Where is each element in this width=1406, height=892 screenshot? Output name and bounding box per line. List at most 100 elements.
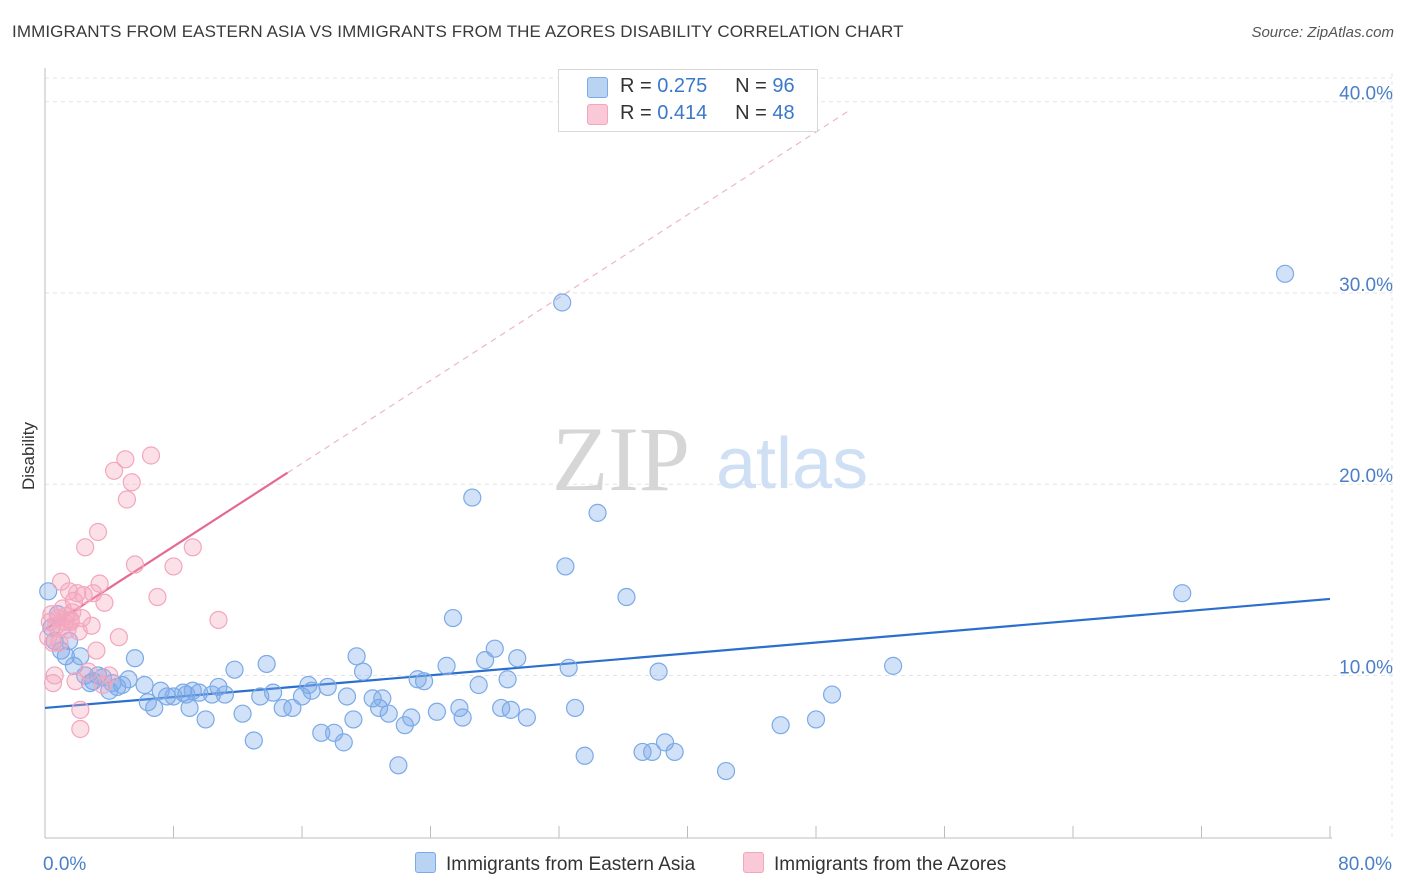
point-eastern-asia (292, 687, 312, 706)
legend-r-label: R = (620, 75, 652, 97)
point-eastern-asia (325, 723, 344, 742)
point-eastern-asia (633, 742, 652, 762)
point-eastern-asia (370, 698, 389, 718)
point-azores (45, 666, 64, 685)
point-eastern-asia (215, 685, 234, 704)
point-eastern-asia (84, 672, 103, 691)
point-eastern-asia (299, 675, 318, 695)
point-azores (50, 633, 69, 653)
point-eastern-asia (485, 639, 504, 658)
point-eastern-asia (498, 670, 517, 689)
point-azores (95, 593, 114, 612)
point-azores (71, 700, 90, 719)
point-azores (43, 673, 63, 693)
point-eastern-asia (71, 647, 90, 666)
point-eastern-asia (408, 670, 427, 689)
point-azores (68, 584, 87, 603)
point-azores (148, 587, 167, 607)
point-azores (125, 555, 145, 574)
bottom-legend-swatch-pink (743, 852, 764, 873)
point-eastern-asia (822, 685, 842, 704)
point-eastern-asia (617, 587, 636, 607)
y-tick-labels: 10.0% 20.0% 30.0% 40.0% (1339, 84, 1393, 679)
point-azores (79, 662, 98, 681)
point-azores (116, 450, 135, 469)
point-eastern-asia (389, 756, 408, 775)
point-eastern-asia (225, 660, 244, 679)
point-eastern-asia (414, 672, 434, 691)
point-azores (51, 618, 71, 637)
point-eastern-asia (665, 742, 684, 762)
y-tick-label: 20.0% (1339, 466, 1393, 487)
point-eastern-asia (353, 662, 373, 681)
point-eastern-asia (273, 698, 292, 718)
point-azores (183, 538, 202, 557)
point-eastern-asia (1275, 264, 1295, 283)
point-azores (66, 672, 85, 691)
legend-swatch-blue (587, 77, 608, 98)
point-eastern-asia (196, 710, 215, 729)
point-eastern-asia (363, 689, 382, 708)
point-eastern-asia (716, 761, 736, 781)
legend-r-value: 0.414 (657, 102, 708, 124)
legend-n-value: 48 (772, 102, 795, 124)
y-tick-label: 30.0% (1339, 275, 1393, 296)
point-eastern-asia (883, 656, 903, 675)
point-eastern-asia (556, 557, 575, 576)
point-azores (90, 574, 109, 593)
legend-r-label: R = (620, 102, 652, 124)
point-eastern-asia (655, 733, 675, 752)
trend-line-eastern-asia (44, 597, 1331, 710)
point-eastern-asia (312, 723, 331, 742)
point-azores (141, 446, 161, 465)
point-eastern-asia (402, 708, 421, 727)
point-eastern-asia (318, 677, 337, 697)
point-eastern-asia (588, 503, 607, 522)
x-tick-label: 80.0% (1338, 854, 1392, 875)
point-eastern-asia (379, 704, 398, 723)
point-eastern-asia (145, 698, 164, 718)
stats-legend: R = 0.275 N = 96 R = 0.414 N = 48 (558, 69, 818, 132)
source-label: Source: ZipAtlas.com (1251, 24, 1394, 41)
point-eastern-asia (427, 702, 447, 721)
point-eastern-asia (1173, 584, 1192, 603)
point-eastern-asia (469, 675, 488, 695)
bottom-legend-swatch-blue (415, 852, 436, 873)
point-azores (164, 557, 183, 576)
point-azores (71, 719, 90, 739)
legend-r-value: 0.275 (657, 75, 708, 97)
data-points (39, 264, 1295, 781)
point-azores (72, 608, 92, 628)
point-eastern-asia (443, 608, 463, 628)
point-eastern-asia (244, 731, 263, 750)
point-eastern-asia (263, 683, 283, 702)
point-azores (122, 473, 141, 492)
point-eastern-asia (437, 656, 456, 675)
point-eastern-asia (453, 708, 472, 727)
chart-title: IMMIGRANTS FROM EASTERN ASIA VS IMMIGRAN… (12, 22, 904, 41)
point-eastern-asia (559, 658, 578, 677)
point-azores (109, 628, 128, 647)
point-eastern-asia (553, 293, 572, 312)
point-eastern-asia (257, 654, 276, 674)
point-azores (88, 522, 108, 542)
x-tick-label: 0.0% (43, 854, 86, 875)
point-eastern-asia (344, 710, 363, 729)
bottom-legend-label: Immigrants from the Azores (774, 854, 1007, 875)
point-eastern-asia (771, 716, 790, 735)
point-azores (87, 641, 106, 660)
point-eastern-asia (125, 649, 145, 668)
point-eastern-asia (302, 681, 321, 700)
point-eastern-asia (517, 708, 536, 727)
bottom-legend-label: Immigrants from Eastern Asia (446, 854, 696, 875)
point-eastern-asia (347, 647, 366, 666)
point-eastern-asia (643, 742, 662, 762)
x-tick-labels: 0.0% 80.0% (43, 854, 1392, 875)
watermark-atlas: atlas (716, 424, 868, 504)
point-eastern-asia (39, 582, 58, 601)
watermark: ZIP atlas (552, 408, 868, 510)
point-eastern-asia (135, 675, 154, 695)
point-eastern-asia (334, 733, 353, 752)
point-eastern-asia (649, 662, 668, 681)
